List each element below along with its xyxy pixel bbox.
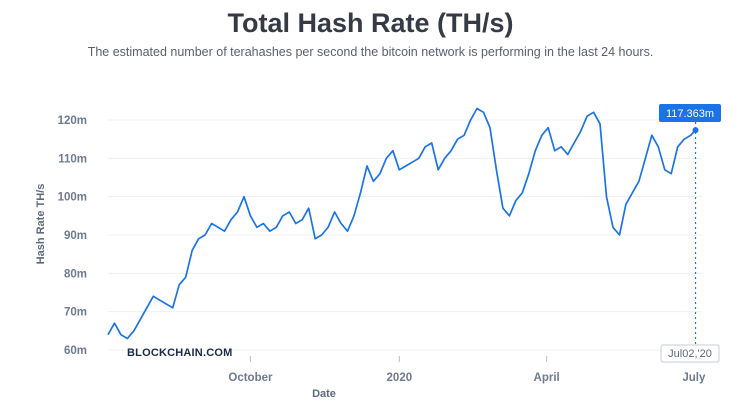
x-tick-label: July bbox=[682, 372, 706, 384]
value-tooltip-text: 117.363m bbox=[666, 108, 714, 120]
date-tooltip: Jul02,'20 bbox=[660, 344, 720, 363]
hover-point-marker[interactable] bbox=[692, 127, 699, 134]
date-tooltip-text: Jul02,'20 bbox=[668, 348, 712, 360]
y-tick-label: 100m bbox=[58, 192, 87, 204]
x-axis-label: Date bbox=[312, 388, 336, 400]
x-tick-label: April bbox=[534, 372, 560, 384]
hash-rate-series-line bbox=[107, 107, 697, 340]
chart-subtitle: The estimated number of terahashes per s… bbox=[87, 45, 654, 59]
grid bbox=[108, 119, 702, 351]
chart-title: Total Hash Rate (TH/s) bbox=[227, 8, 514, 38]
y-tick-label: 80m bbox=[64, 268, 87, 280]
y-axis-label: Hash Rate TH/s bbox=[35, 184, 47, 265]
y-tick-label: 110m bbox=[58, 153, 87, 165]
y-tick-label: 60m bbox=[64, 345, 87, 357]
date-tooltip-box bbox=[660, 344, 720, 363]
y-axis-ticks: 60m 70m 80m 90m 100m 110m 120m bbox=[58, 115, 87, 357]
blockchain-logo: BLOCKCHAIN.COM bbox=[127, 347, 232, 359]
x-tick-label: 2020 bbox=[387, 372, 413, 384]
y-tick-label: 90m bbox=[64, 230, 87, 242]
x-axis-ticks: October 2020 April July bbox=[228, 356, 706, 384]
value-tooltip: 117.363m bbox=[659, 104, 721, 122]
value-tooltip-box bbox=[659, 104, 721, 122]
y-tick-label: 70m bbox=[64, 307, 87, 319]
y-tick-label: 120m bbox=[58, 115, 87, 127]
x-tick-label: October bbox=[228, 372, 273, 384]
